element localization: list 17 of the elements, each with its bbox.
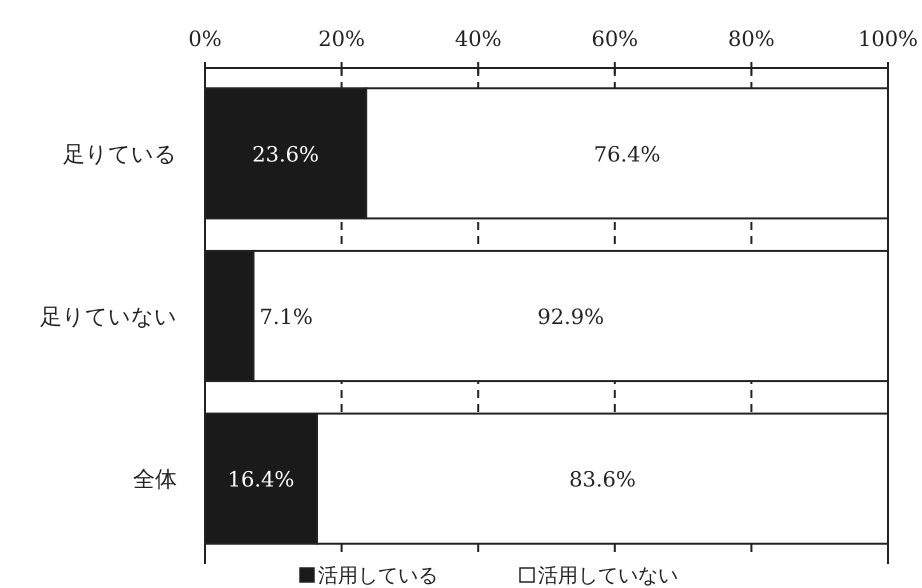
x-tick-label: 20% — [318, 27, 365, 51]
legend-label: 活用していない — [538, 563, 678, 587]
x-tick-label: 80% — [728, 27, 775, 51]
y-tick-label: 足りている — [63, 142, 177, 168]
data-label: 92.9% — [537, 305, 604, 329]
x-tick-label: 60% — [591, 27, 638, 51]
x-tick-label: 100% — [858, 27, 918, 51]
data-label: 76.4% — [594, 142, 660, 166]
data-label: 7.1% — [259, 305, 313, 329]
y-tick-label: 足りていない — [40, 305, 177, 330]
legend-label: 活用している — [318, 563, 438, 587]
data-label: 83.6% — [569, 468, 636, 492]
y-tick-label: 全体 — [133, 468, 177, 493]
data-label: 16.4% — [228, 468, 294, 492]
data-label: 23.6% — [252, 142, 319, 166]
x-tick-label: 40% — [454, 27, 502, 51]
x-tick-label: 0% — [188, 27, 222, 51]
